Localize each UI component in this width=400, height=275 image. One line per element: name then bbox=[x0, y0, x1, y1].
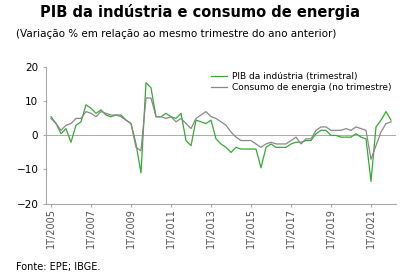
PIB da indústria (trimestral) bbox=[314, 132, 318, 135]
Text: PIB da indústria e consumo de energia: PIB da indústria e consumo de energia bbox=[40, 4, 360, 20]
Consumo de energia (no trimestre) bbox=[49, 117, 54, 120]
Consumo de energia (no trimestre) bbox=[384, 122, 388, 125]
PIB da indústria (trimestral) bbox=[389, 119, 394, 122]
PIB da indústria (trimestral) bbox=[384, 110, 388, 113]
PIB da indústria (trimestral) bbox=[144, 81, 148, 84]
Consumo de energia (no trimestre) bbox=[314, 129, 318, 132]
Text: Fonte: EPE; IBGE.: Fonte: EPE; IBGE. bbox=[16, 262, 100, 272]
Line: Consumo de energia (no trimestre): Consumo de energia (no trimestre) bbox=[51, 98, 391, 159]
Text: (Variação % em relação ao mesmo trimestre do ano anterior): (Variação % em relação ao mesmo trimestr… bbox=[16, 29, 336, 39]
PIB da indústria (trimestral) bbox=[74, 123, 78, 127]
Legend: PIB da indústria (trimestral), Consumo de energia (no trimestre): PIB da indústria (trimestral), Consumo d… bbox=[211, 72, 392, 92]
Consumo de energia (no trimestre) bbox=[369, 158, 374, 161]
PIB da indústria (trimestral) bbox=[114, 113, 118, 117]
Consumo de energia (no trimestre) bbox=[114, 113, 118, 117]
Consumo de energia (no trimestre) bbox=[144, 96, 148, 100]
PIB da indústria (trimestral) bbox=[104, 113, 108, 117]
Line: PIB da indústria (trimestral): PIB da indústria (trimestral) bbox=[51, 83, 391, 182]
Consumo de energia (no trimestre) bbox=[104, 112, 108, 115]
PIB da indústria (trimestral) bbox=[369, 180, 374, 183]
Consumo de energia (no trimestre) bbox=[389, 120, 394, 123]
Consumo de energia (no trimestre) bbox=[74, 117, 78, 120]
PIB da indústria (trimestral) bbox=[49, 115, 54, 118]
Consumo de energia (no trimestre) bbox=[249, 139, 254, 142]
PIB da indústria (trimestral) bbox=[249, 147, 254, 151]
